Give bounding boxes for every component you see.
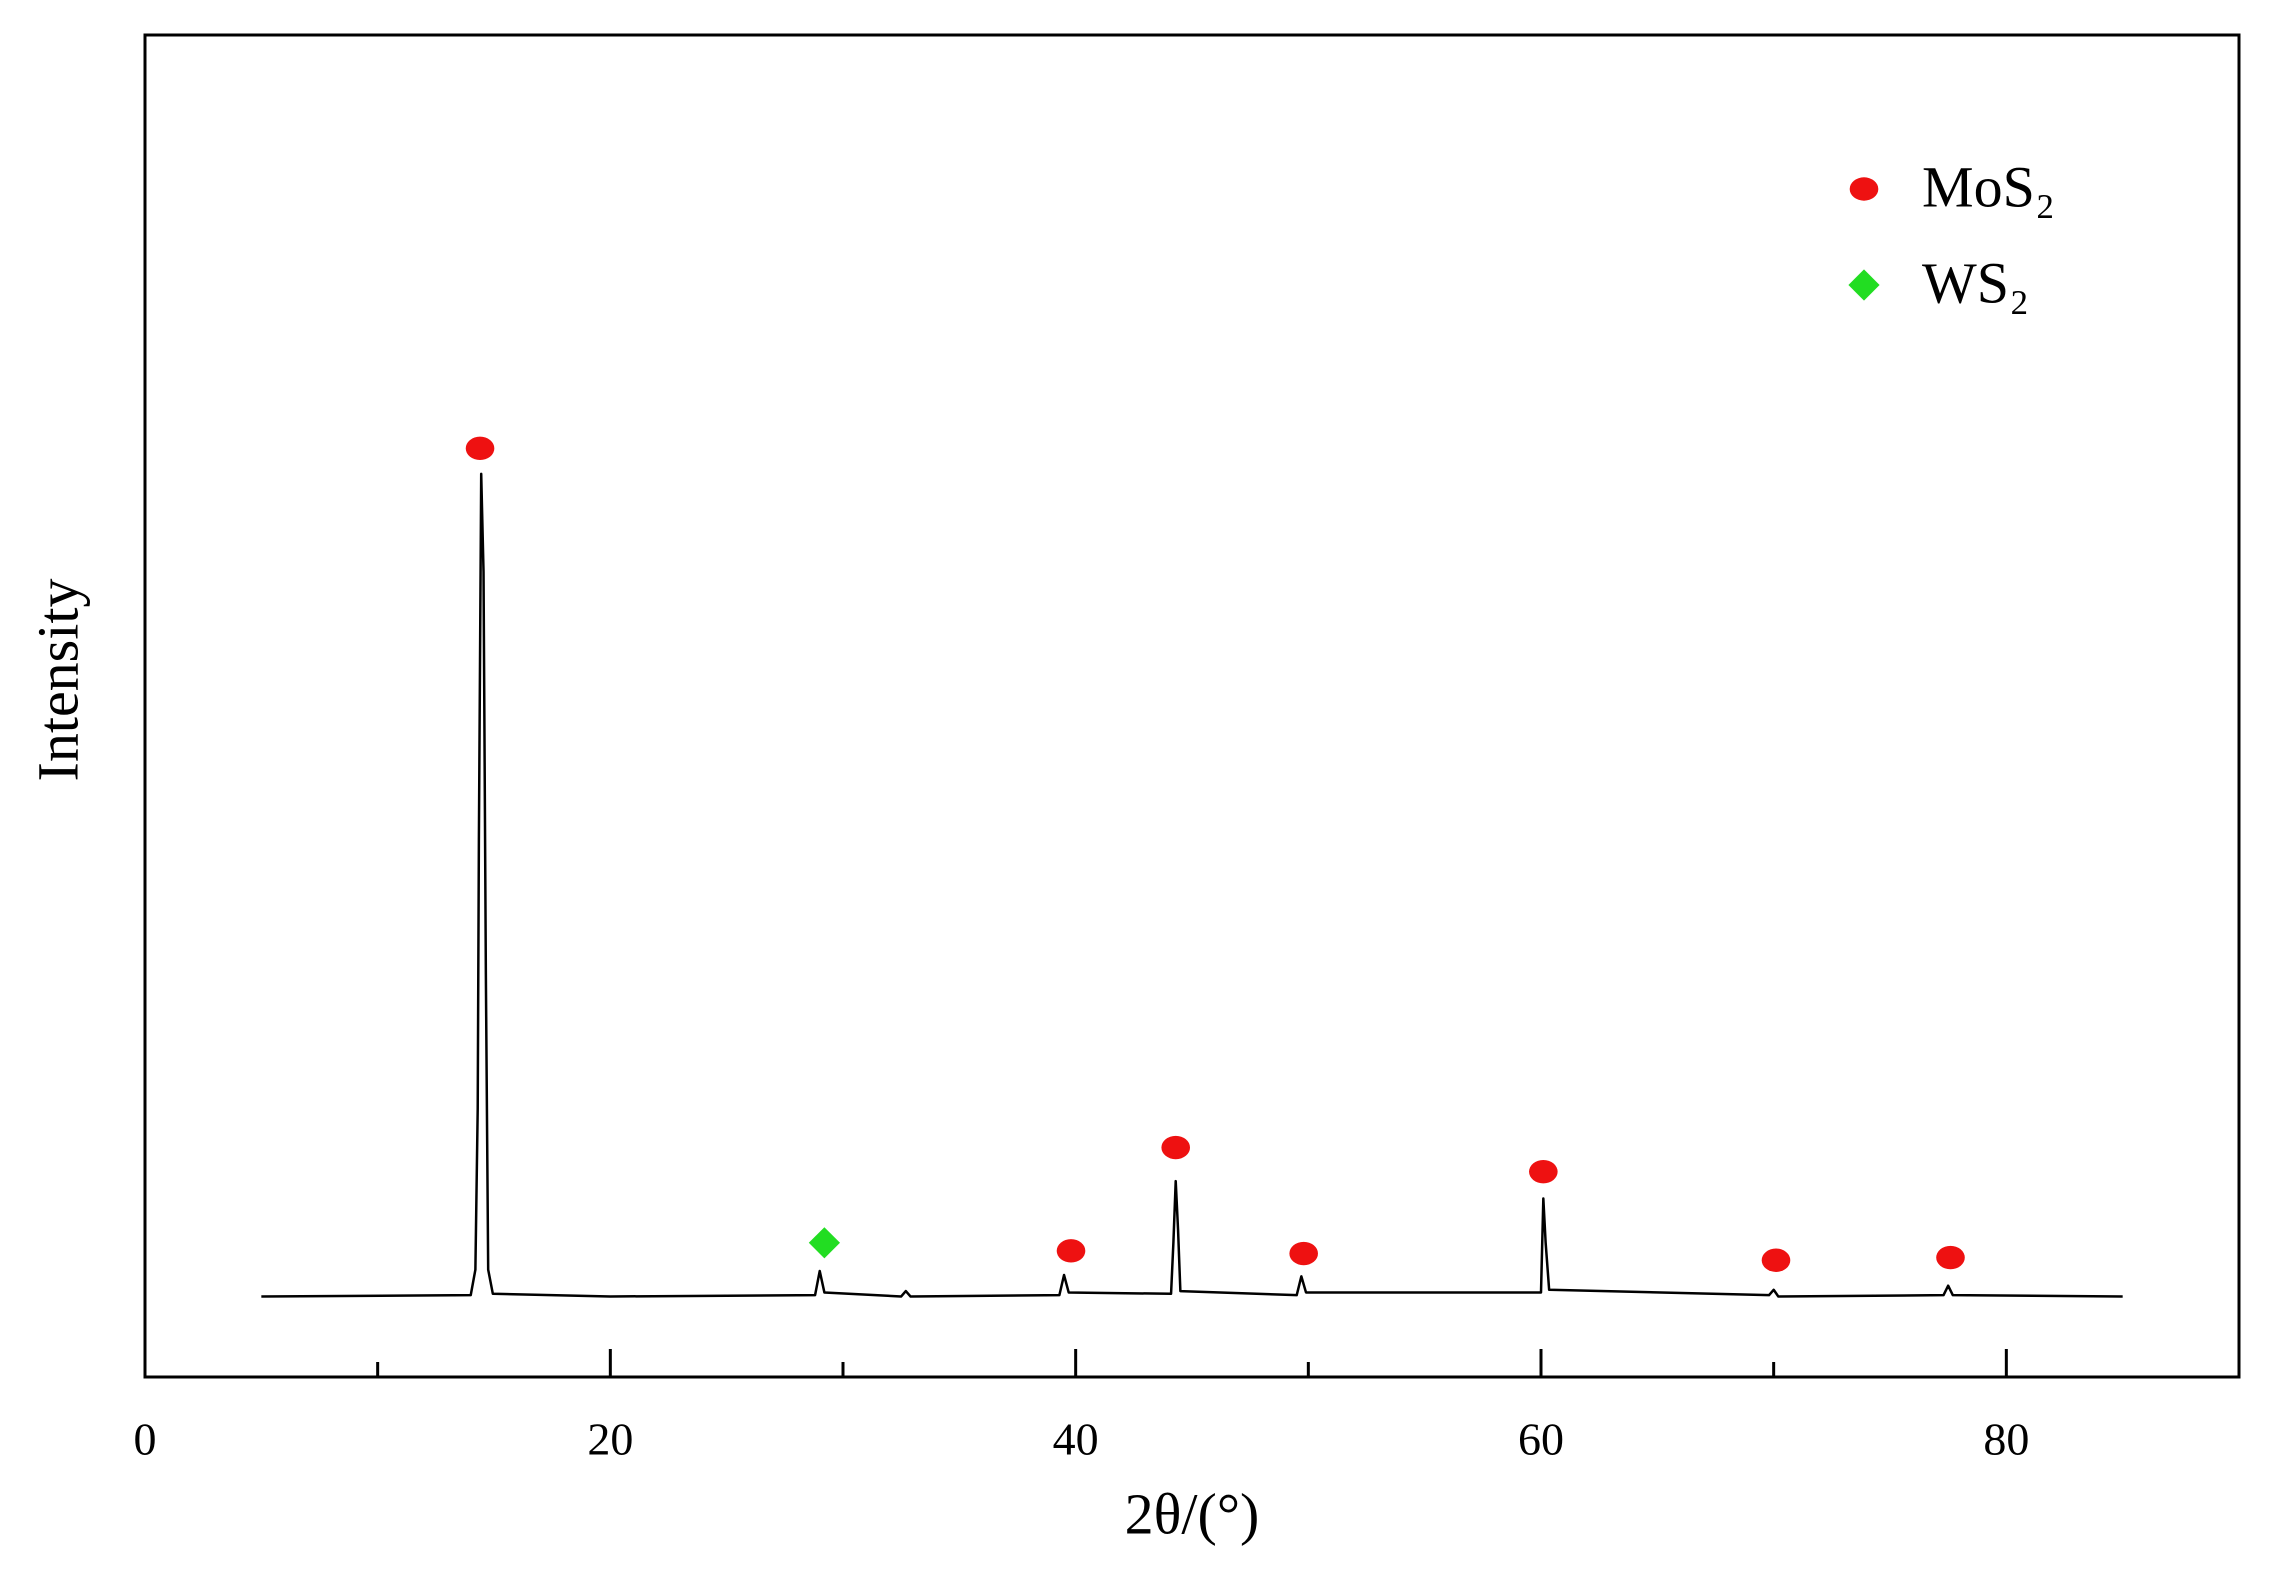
x-tick-label: 0 xyxy=(134,1414,157,1465)
legend-label: WS₂ xyxy=(1922,250,2029,315)
marker xyxy=(465,436,495,461)
plot-frame xyxy=(143,33,2241,1379)
marker xyxy=(1936,1245,1965,1270)
x-axis-title: 2θ/(°) xyxy=(1125,1481,1260,1546)
marker xyxy=(1529,1159,1558,1184)
legend-marker xyxy=(1848,269,1880,301)
x-tick-label: 40 xyxy=(1053,1414,1099,1465)
marker xyxy=(1161,1135,1191,1160)
marker xyxy=(808,1227,840,1259)
y-axis-title: Intensity xyxy=(25,579,90,782)
legend-label: MoS₂ xyxy=(1922,154,2055,219)
pattern-line xyxy=(261,472,2123,1298)
x-tick-label: 80 xyxy=(1983,1414,2029,1465)
marker xyxy=(1056,1239,1086,1263)
legend-marker xyxy=(1849,177,1879,201)
marker xyxy=(1289,1241,1318,1266)
marker xyxy=(1761,1248,1791,1272)
x-tick-label: 20 xyxy=(587,1414,633,1465)
x-tick-label: 60 xyxy=(1518,1414,1564,1465)
